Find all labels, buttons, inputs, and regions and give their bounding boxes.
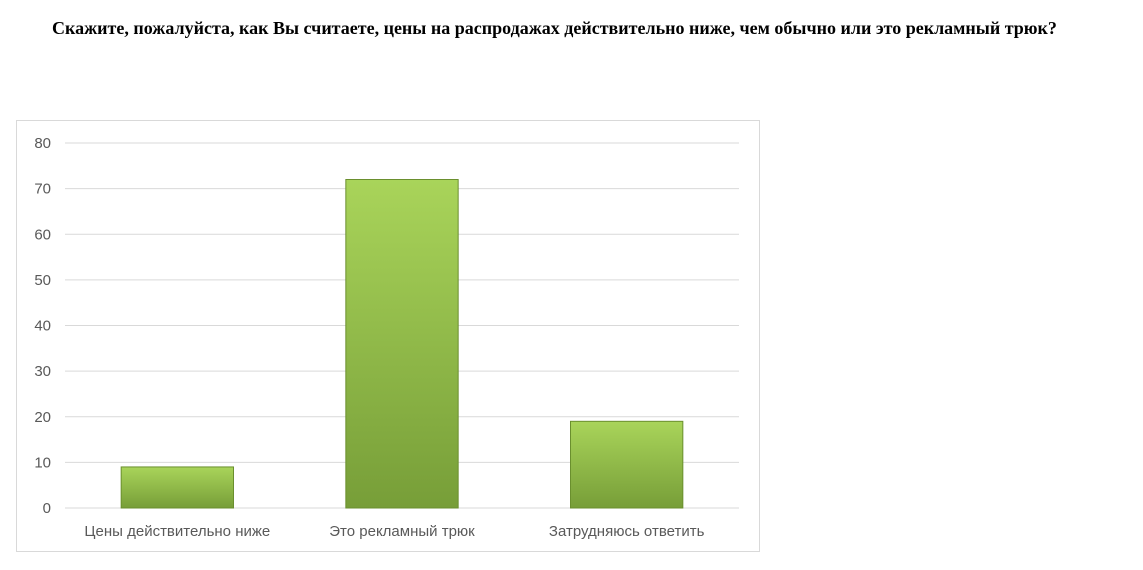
y-tick-label: 60 bbox=[34, 226, 51, 243]
bar bbox=[120, 466, 234, 509]
y-tick-label: 30 bbox=[34, 363, 51, 380]
y-tick-label: 0 bbox=[43, 500, 51, 517]
y-tick-label: 10 bbox=[34, 454, 51, 471]
x-category-label: Цены действительно ниже bbox=[84, 523, 270, 540]
question-text: Скажите, пожалуйста, как Вы считаете, це… bbox=[52, 18, 1057, 38]
bars bbox=[120, 179, 684, 509]
bar bbox=[570, 420, 684, 509]
x-category-label: Это рекламный трюк bbox=[329, 523, 475, 540]
y-tick-label: 50 bbox=[34, 272, 51, 289]
bar-chart: 0 10 20 30 40 50 60 70 80 Цены действительно ниж… bbox=[16, 120, 760, 552]
x-axis: Цены действительно ниже Это рекламный трю… bbox=[84, 523, 704, 540]
x-category-label: Затрудняюсь ответить bbox=[549, 523, 705, 540]
y-tick-label: 40 bbox=[34, 318, 51, 335]
y-axis: 0 10 20 30 40 50 60 70 80 bbox=[34, 135, 51, 517]
chart-canvas: 0 10 20 30 40 50 60 70 80 Цены действительно ниж… bbox=[34, 135, 739, 540]
y-tick-label: 80 bbox=[34, 135, 51, 152]
y-tick-label: 20 bbox=[34, 409, 51, 426]
y-tick-label: 70 bbox=[34, 181, 51, 198]
bar bbox=[345, 179, 459, 509]
